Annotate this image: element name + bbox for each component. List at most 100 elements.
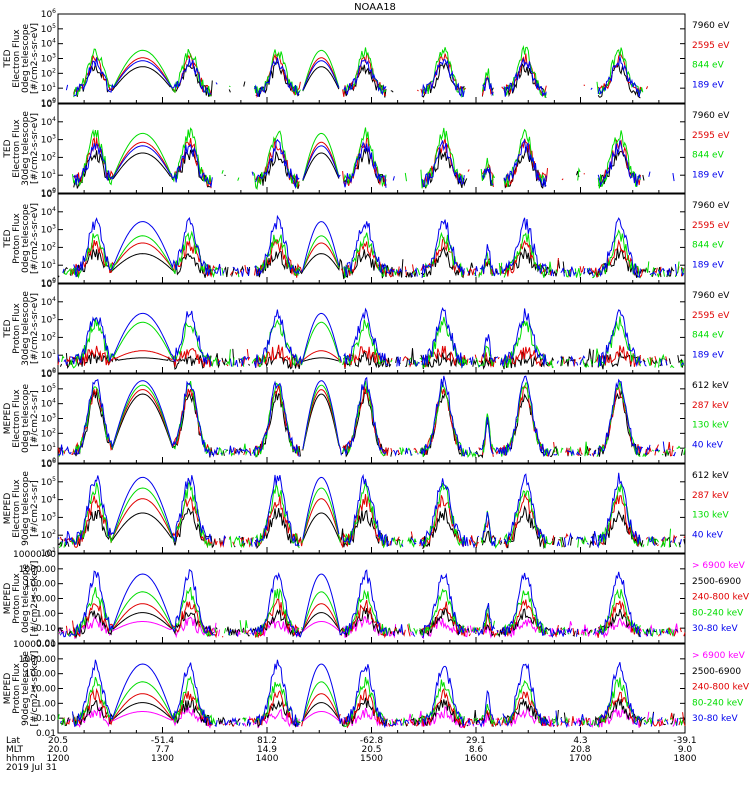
- series-line-green: [74, 47, 683, 98]
- series-line-red: [62, 687, 686, 729]
- y-axis-label-line: Proton Flux: [12, 573, 22, 624]
- y-tick-label: 105: [41, 278, 56, 290]
- y-tick-label: 1000.00: [19, 565, 56, 575]
- y-axis-label-line: [#/cm2-s-sr-keV]: [30, 561, 40, 637]
- figure-title: NOAA18: [354, 2, 396, 13]
- y-axis-label-line: MEPED: [3, 673, 13, 705]
- y-axis-label-line: 30deg telescope: [21, 111, 31, 186]
- y-tick-label: 102: [41, 67, 56, 79]
- x-tick-label: 1200: [47, 754, 70, 764]
- y-axis-label-line: Electron Flux: [12, 479, 22, 538]
- series-line-blue: [58, 376, 683, 457]
- y-tick-label: 103: [41, 413, 56, 425]
- y-tick-label: 105: [41, 188, 56, 200]
- y-tick-label: 1.00: [36, 609, 56, 619]
- y-tick-label: 105: [41, 98, 56, 110]
- panel-meped-electron-90deg: MEPED Electron Flux 90deg telescope [#/cm2-…: [3, 458, 729, 559]
- legend-entry: 2595 eV: [692, 311, 730, 321]
- x-tick-label: 1400: [256, 754, 279, 764]
- y-tick-label: 103: [41, 511, 56, 523]
- series-line-black: [60, 348, 685, 369]
- y-axis-label-line: 90deg telescope: [21, 471, 31, 546]
- legend-entry: 2595 eV: [692, 221, 730, 231]
- panel-frame: [57, 193, 686, 284]
- date-label: 2019 Jul 31: [6, 763, 57, 773]
- legend-entry: 2595 eV: [692, 41, 730, 51]
- y-tick-label: 101: [41, 82, 56, 94]
- x-tick-label: -51.4: [151, 736, 175, 746]
- x-tick-label: 8.6: [469, 745, 484, 755]
- y-axis-label-line: Proton Flux: [12, 213, 22, 264]
- y-axis-label-line: 0deg telescope: [21, 204, 31, 274]
- series-line-green: [61, 316, 685, 369]
- series-line-red: [59, 493, 686, 549]
- y-tick-label: 0.10: [36, 624, 56, 634]
- series-line-magenta: [59, 616, 684, 638]
- y-tick-label: 104: [41, 296, 56, 308]
- y-tick-label: 103: [41, 134, 56, 146]
- panel-ted-electron-30deg: TED Electron Flux 30deg telescope [#/cm2-s-…: [3, 98, 730, 199]
- panel-ted-proton-0deg: TED Proton Flux 0deg telescope [#/cm2-s-sr-…: [3, 188, 730, 289]
- y-tick-label: 101: [41, 259, 56, 271]
- y-tick-label: 103: [41, 53, 56, 65]
- x-axis-row-label: MLT: [6, 745, 24, 755]
- y-tick-label: 0.01: [36, 729, 56, 739]
- series-line-blue: [57, 306, 685, 369]
- y-tick-label: 103: [41, 224, 56, 236]
- x-tick-label: 29.1: [466, 736, 486, 746]
- y-tick-label: 104: [41, 116, 56, 128]
- y-tick-label: 104: [41, 38, 56, 50]
- x-axis-row-label: Lat: [6, 736, 21, 746]
- y-axis-label-line: [#/cm2-s-sr-eV]: [30, 293, 40, 364]
- legend-entry: 30-80 keV: [692, 714, 738, 724]
- y-tick-label: 0.10: [36, 714, 56, 724]
- legend-entry: 240-800 keV: [692, 593, 750, 603]
- y-tick-label: 101: [41, 442, 56, 454]
- y-tick-label: 102: [41, 241, 56, 253]
- series-line-black: [58, 248, 683, 279]
- y-axis-label-line: [#/cm2-s-sr-eV]: [30, 203, 40, 274]
- legend-entry: 80-240 keV: [692, 698, 744, 708]
- legend-entry: 40 keV: [692, 440, 724, 450]
- x-tick-label: 4.3: [573, 736, 587, 746]
- legend-entry: 287 keV: [692, 401, 729, 411]
- y-axis-label-line: 90deg telescope: [21, 651, 31, 726]
- legend-entry: 189 eV: [692, 350, 725, 360]
- y-tick-label: 102: [41, 331, 56, 343]
- series-line-blue: [73, 138, 675, 190]
- y-tick-label: 106: [41, 8, 56, 20]
- panel-meped-electron-0deg: MEPED Electron Flux 0deg telescope [#/cm2-s…: [3, 368, 729, 469]
- legend-entry: 2595 eV: [692, 131, 730, 141]
- legend-entry: 844 eV: [692, 151, 725, 161]
- x-tick-label: 1500: [360, 754, 383, 764]
- x-tick-label: -39.1: [673, 736, 696, 746]
- legend-entry: 80-240 keV: [692, 608, 744, 618]
- panel-frame: [57, 553, 686, 644]
- panel-ted-electron-0deg: TED Electron Flux 0deg telescope [#/cm2-s-s…: [3, 8, 730, 109]
- panel-meped-proton-90deg: MEPED Proton Flux 90deg telescope [#/cm2-s-…: [3, 640, 750, 739]
- x-tick-label: 1800: [674, 754, 697, 764]
- y-axis-label-line: MEPED: [3, 403, 13, 435]
- series-line-red: [74, 53, 683, 97]
- y-axis-label-line: MEPED: [3, 583, 13, 615]
- series-line-blue: [62, 214, 685, 278]
- legend-entry: 844 eV: [692, 61, 725, 71]
- panel-meped-proton-0deg: MEPED Proton Flux 0deg telescope [#/cm2-s-s…: [3, 550, 750, 649]
- x-tick-label: 20.0: [48, 745, 68, 755]
- legend-entry: 2500-6900: [692, 667, 741, 677]
- y-axis-label-line: TED: [3, 229, 13, 248]
- legend-entry: > 6900 keV: [692, 651, 746, 661]
- y-axis-label-line: Proton Flux: [12, 663, 22, 714]
- y-axis-label-line: Electron Flux: [12, 29, 22, 88]
- y-tick-label: 105: [41, 476, 56, 488]
- series-line-blue: [60, 570, 685, 638]
- y-axis-label-line: TED: [3, 49, 13, 68]
- y-tick-label: 105: [41, 383, 56, 395]
- y-tick-label: 102: [41, 151, 56, 163]
- legend-entry: 7960 eV: [692, 21, 730, 31]
- legend-entry: 189 eV: [692, 170, 725, 180]
- y-axis-label-line: Electron Flux: [12, 119, 22, 178]
- panel-frame: [57, 13, 686, 104]
- series-line-blue: [60, 659, 679, 729]
